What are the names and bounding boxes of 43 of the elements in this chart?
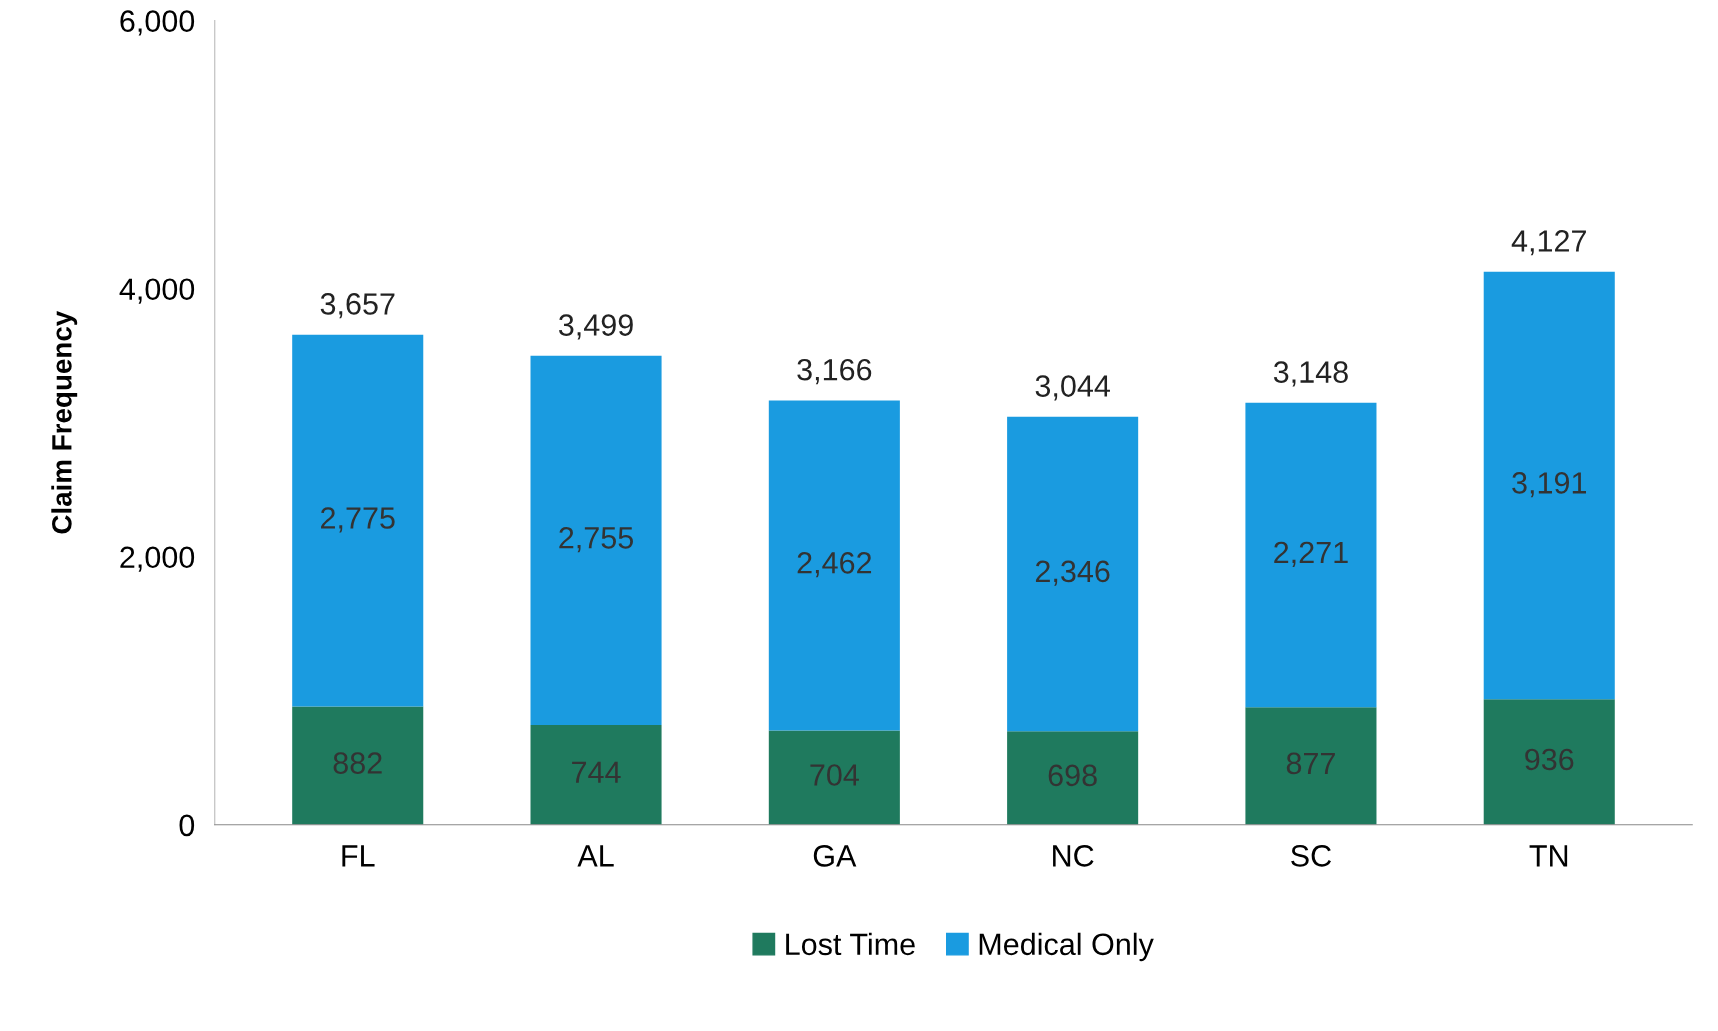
bar <box>292 334 424 707</box>
total-label: 3,044 <box>1035 375 1110 401</box>
y-tick-label: 2,000 <box>120 546 195 572</box>
x-tick-label: NC <box>1053 845 1094 867</box>
bar <box>1483 271 1615 700</box>
y-axis-title: Claim Frequency <box>51 310 78 534</box>
text: 2,755 <box>559 527 633 553</box>
text: 704 <box>810 764 859 786</box>
text: 2,346 <box>1035 560 1110 586</box>
total-label: 3,499 <box>558 314 633 340</box>
total-label: 3,657 <box>320 293 395 319</box>
text: 2,775 <box>321 507 395 533</box>
total-label: 3,166 <box>797 358 872 385</box>
bar <box>1007 416 1139 732</box>
y-tick-label: 6,000 <box>120 10 195 36</box>
text: 2,271 <box>1274 541 1348 567</box>
bar <box>1007 731 1139 825</box>
text: 882 <box>333 752 382 774</box>
bar <box>768 730 900 825</box>
x-tick-label: FL <box>342 845 375 867</box>
bar <box>292 706 424 825</box>
bar <box>1245 707 1377 825</box>
y-tick-label: 0 <box>179 814 195 837</box>
y-tick-label: 4,000 <box>119 278 195 304</box>
x-tick-label: GA <box>813 845 857 867</box>
x-tick-label: TN <box>1529 845 1568 867</box>
x-tick-label: SC <box>1291 845 1331 867</box>
text: 698 <box>1048 764 1097 787</box>
text: 744 <box>572 761 621 783</box>
bar <box>1483 699 1615 825</box>
bar <box>530 725 662 825</box>
bar <box>1245 402 1377 708</box>
text: 2,462 <box>797 552 872 578</box>
total-label: 4,127 <box>1511 230 1586 256</box>
legend-label: Lost Time <box>786 932 915 956</box>
bar <box>530 355 662 726</box>
bar <box>768 400 900 731</box>
total-label: 3,148 <box>1273 361 1348 387</box>
legend-label: Medical Only <box>979 932 1154 962</box>
text: 936 <box>1525 748 1574 771</box>
x-tick-label: AL <box>577 845 614 867</box>
text: 3,191 <box>1512 472 1586 498</box>
text: 877 <box>1286 752 1335 775</box>
